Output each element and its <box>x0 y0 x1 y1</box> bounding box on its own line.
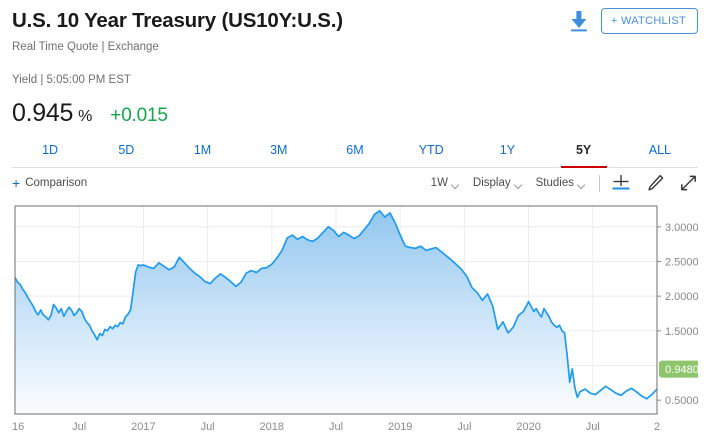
download-icon-svg <box>571 11 587 32</box>
tab-5d[interactable]: 5D <box>118 143 135 157</box>
price-unit: % <box>78 108 93 125</box>
chevron-down-icon <box>578 182 585 189</box>
plus-icon: + <box>12 175 21 191</box>
svg-text:2: 2 <box>654 421 660 433</box>
last-price-tag: 0.9480 <box>659 360 698 378</box>
tab-5y[interactable]: 5Y <box>546 142 622 168</box>
tab-all[interactable]: ALL <box>648 143 671 157</box>
chevron-down-icon <box>515 182 522 189</box>
svg-text:Jul: Jul <box>586 421 600 433</box>
crosshair-icon[interactable] <box>610 173 632 193</box>
studies-dropdown[interactable]: Studies <box>536 177 585 190</box>
expand-icon[interactable] <box>679 173 698 193</box>
download-icon[interactable] <box>569 10 589 32</box>
chart-canvas: 3.0000 2.5000 2.0000 1.5000 0.5000 016 Jul 201… <box>12 205 698 433</box>
crosshair-icon-svg <box>612 175 630 190</box>
svg-text:2019: 2019 <box>388 421 412 433</box>
chart-area-fill <box>15 210 657 414</box>
tab-6m[interactable]: 6M <box>346 143 364 157</box>
pencil-icon-svg <box>648 174 664 191</box>
display-label: Display <box>472 176 511 189</box>
x-axis-labels: 016 Jul 2017 Jul 2018 Jul 2019 Jul 2020 Jul 2 <box>12 421 660 433</box>
svg-text:2020: 2020 <box>516 421 540 433</box>
tab-ytd[interactable]: YTD <box>418 143 444 157</box>
chart-plot-border <box>14 205 658 415</box>
pencil-icon[interactable] <box>646 173 665 193</box>
display-dropdown[interactable]: Display <box>473 177 522 190</box>
quote-timestamp: Yield | 5:05:00 PM EST <box>12 74 131 86</box>
quote-header: U.S. 10 Year Treasury (US10Y:U.S.) Real … <box>0 0 710 128</box>
chart-toolbar: + Comparison 1W Display Studies <box>12 168 698 198</box>
quote-source: Real Time Quote | Exchange <box>12 41 159 53</box>
svg-text:Jul: Jul <box>201 421 215 433</box>
svg-text:0.9480: 0.9480 <box>665 364 698 376</box>
add-to-watchlist-button[interactable]: + WATCHLIST <box>600 8 698 34</box>
svg-text:Jul: Jul <box>329 421 343 433</box>
svg-text:2.0000: 2.0000 <box>665 291 698 303</box>
expand-icon-svg <box>681 175 696 191</box>
svg-text:3.0000: 3.0000 <box>665 222 698 234</box>
chart-line <box>15 210 657 400</box>
add-comparison-button[interactable]: + Comparison <box>12 175 88 191</box>
svg-text:0.5000: 0.5000 <box>665 395 698 407</box>
price-summary: 0.945 % +0.015 <box>12 99 698 128</box>
header-actions: + WATCHLIST <box>569 8 698 34</box>
interval-label: 1W <box>430 176 448 189</box>
page-title: U.S. 10 Year Treasury (US10Y:U.S.) <box>12 9 343 32</box>
comparison-label: Comparison <box>25 177 88 189</box>
last-price: 0.945 <box>12 99 74 127</box>
range-tabs: 1D 5D 1M 3M 6M YTD 1Y 5Y ALL <box>12 142 698 168</box>
svg-text:016: 016 <box>12 421 24 433</box>
tab-1d[interactable]: 1D <box>42 143 59 157</box>
price-change: +0.015 <box>110 105 168 126</box>
chevron-down-icon <box>452 182 459 189</box>
yield-chart[interactable]: 3.0000 2.5000 2.0000 1.5000 0.5000 016 Jul 201… <box>12 203 698 443</box>
y-axis-labels: 3.0000 2.5000 2.0000 1.5000 0.5000 <box>657 222 698 407</box>
tab-1y[interactable]: 1Y <box>499 143 516 157</box>
interval-dropdown[interactable]: 1W <box>431 177 459 190</box>
svg-text:2.5000: 2.5000 <box>665 256 698 268</box>
tab-3m[interactable]: 3M <box>270 143 288 157</box>
tab-1m[interactable]: 1M <box>193 143 212 157</box>
studies-label: Studies <box>535 176 574 189</box>
svg-text:2018: 2018 <box>260 421 284 433</box>
svg-text:2017: 2017 <box>131 421 155 433</box>
toolbar-divider <box>599 174 600 192</box>
svg-text:Jul: Jul <box>457 421 471 433</box>
svg-text:Jul: Jul <box>72 421 86 433</box>
chart-toolbar-right: 1W Display Studies <box>431 173 698 193</box>
svg-text:1.5000: 1.5000 <box>665 326 698 338</box>
